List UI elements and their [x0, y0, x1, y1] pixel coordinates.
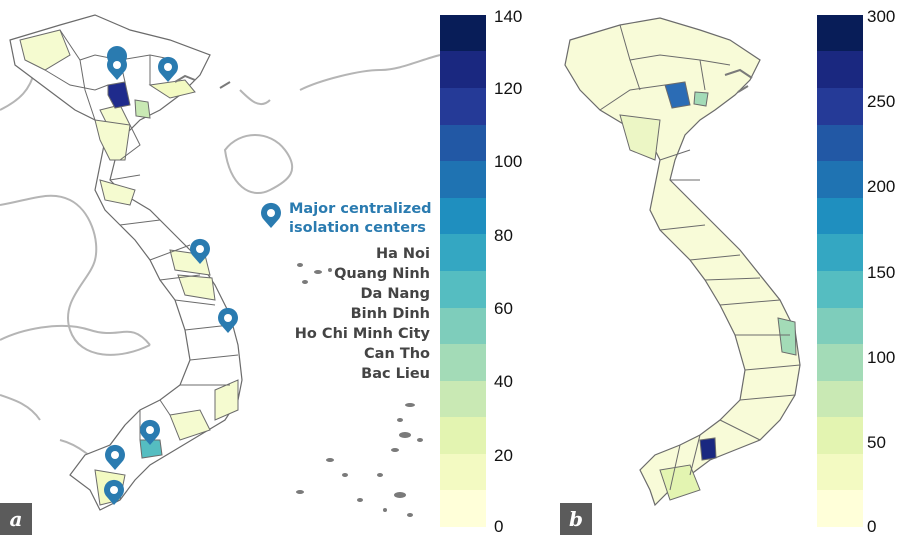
colorbar-segment [440, 453, 486, 491]
colorbar-segment [440, 307, 486, 345]
colorbar-segment [440, 344, 486, 381]
colorbar-segment [440, 270, 486, 308]
colorbar-a-tick: 120 [494, 79, 523, 98]
pin-binh-dinh [218, 307, 238, 333]
legend-title-line1: Major centralized [289, 201, 432, 217]
legend-title: Major centralized isolation centers [289, 200, 432, 238]
legend-item: Bac Lieu [361, 366, 430, 382]
legend-item: Quang Ninh [334, 266, 430, 282]
colorbar-segment [440, 88, 486, 125]
map-pin-icon [261, 202, 281, 228]
pin-ho-chi-minh-city [140, 419, 160, 445]
colorbar-segment [817, 161, 863, 198]
colorbar-segment [817, 124, 863, 162]
pin-ha-noi [107, 46, 128, 80]
colorbar-a-tick: 20 [494, 446, 513, 465]
colorbar-a-tick: 40 [494, 372, 513, 391]
colorbar-segment [817, 270, 863, 308]
colorbar-a-tick: 80 [494, 226, 513, 245]
colorbar-b-tick: 100 [867, 348, 896, 367]
colorbar-segment [817, 380, 863, 418]
colorbar-segment [440, 197, 486, 235]
colorbar-segment [817, 234, 863, 271]
colorbar-segment [817, 197, 863, 235]
colorbar-segment [440, 417, 486, 454]
colorbar-a-tick: 100 [494, 152, 523, 171]
colorbar-segment [817, 490, 863, 527]
pin-can-tho [105, 444, 125, 470]
colorbar-segment [817, 417, 863, 454]
pin-bac-lieu [104, 479, 124, 505]
colorbar-a-tick: 140 [494, 7, 523, 26]
colorbar-segment [440, 14, 486, 52]
vietnam-map-a [9, 14, 243, 511]
colorbar-segment [440, 380, 486, 418]
isolation-center-pins [104, 46, 238, 505]
colorbar-a-tick: 60 [494, 299, 513, 318]
colorbar-segment [817, 344, 863, 381]
colorbar-segment [817, 88, 863, 125]
panel-label-b: b [560, 503, 592, 535]
colorbar-segment [440, 234, 486, 271]
colorbar-b-tick: 150 [867, 263, 896, 282]
colorbar-b-tick: 250 [867, 92, 896, 111]
pin-da-nang [190, 238, 210, 264]
colorbar-a-tick: 0 [494, 517, 504, 536]
legend-item: Ha Noi [375, 246, 430, 262]
pin-quang-ninh [158, 56, 178, 82]
legend-item: Ho Chi Minh City [294, 326, 430, 342]
colorbar-segment [440, 490, 486, 527]
legend-title-line2: isolation centers [289, 220, 426, 236]
colorbar-segment [817, 14, 863, 52]
colorbar-segment [817, 453, 863, 491]
colorbar-b-tick: 200 [867, 177, 896, 196]
colorbar-b [817, 14, 863, 527]
panel-label-a: a [0, 503, 32, 535]
colorbar-segment [440, 51, 486, 89]
colorbar-b-tick: 300 [867, 7, 896, 26]
colorbar-segment [817, 51, 863, 89]
colorbar-b-tick: 50 [867, 433, 886, 452]
colorbar-segment [440, 161, 486, 198]
legend-item: Da Nang [360, 286, 431, 302]
colorbar-segment [440, 124, 486, 162]
legend-item: Can Tho [364, 346, 430, 362]
colorbar-segment [817, 307, 863, 345]
legend-item: Binh Dinh [350, 306, 430, 322]
colorbar-a [440, 14, 486, 527]
colorbar-b-tick: 0 [867, 517, 877, 536]
